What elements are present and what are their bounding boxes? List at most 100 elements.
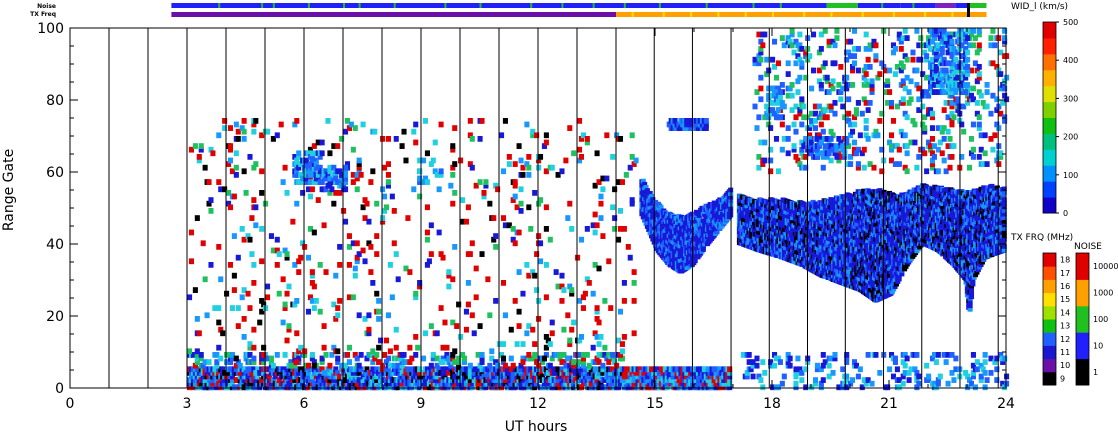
echo-cell <box>621 226 627 232</box>
echo-cell <box>793 370 799 376</box>
echo-cell <box>452 125 458 131</box>
echo-cell <box>475 352 481 358</box>
echo-cell <box>580 355 586 362</box>
echo-cell <box>305 362 312 369</box>
echo-cell <box>413 139 419 146</box>
echo-cell <box>227 157 234 164</box>
echo-cell <box>214 384 220 391</box>
echo-cell <box>471 366 477 373</box>
echo-cell <box>200 362 206 369</box>
echo-cell <box>889 100 895 106</box>
echo-cell <box>754 89 760 95</box>
echo-cell <box>208 208 214 214</box>
echo-cell <box>889 132 895 139</box>
echo-cell <box>941 31 947 38</box>
echo-cell <box>543 352 549 358</box>
echo-cell <box>380 218 386 225</box>
echo-cell <box>978 377 984 383</box>
echo-cell <box>337 190 343 196</box>
echo-cell <box>844 384 850 391</box>
echo-cell <box>352 265 358 272</box>
echo-cell <box>268 355 274 362</box>
echo-cell <box>916 373 922 380</box>
echo-cell <box>526 272 532 279</box>
echo-cell <box>762 31 768 38</box>
echo-cell <box>818 82 824 88</box>
echo-cell <box>374 373 380 380</box>
echo-band-cell <box>643 185 649 190</box>
echo-cell <box>812 110 819 117</box>
freq-strip-speck <box>951 12 954 17</box>
echo-cell <box>460 197 466 203</box>
echo-cell <box>953 89 959 95</box>
echo-cell <box>982 370 988 376</box>
echo-cell <box>387 384 393 391</box>
echo-cell <box>929 157 936 164</box>
echo-cell <box>963 89 969 95</box>
echo-cell <box>473 182 479 189</box>
echo-cell <box>965 71 971 77</box>
echo-cell <box>559 366 565 373</box>
echo-cell <box>229 380 235 387</box>
echo-cell <box>896 31 902 38</box>
echo-cell <box>255 377 261 383</box>
echo-cell <box>920 42 926 49</box>
echo-band-cell <box>673 215 679 221</box>
echo-cell <box>877 118 883 124</box>
echo-cell <box>467 118 473 124</box>
echo-cell <box>383 204 390 211</box>
echo-cell <box>844 136 850 142</box>
echo-cell <box>436 186 442 193</box>
echo-cell <box>516 229 522 236</box>
echo-cell <box>315 175 321 182</box>
echo-cell <box>376 384 382 391</box>
echo-cell <box>941 107 947 113</box>
echo-cell <box>937 373 943 380</box>
echo-cell <box>573 377 579 383</box>
echo-cell <box>863 64 869 70</box>
echo-cell <box>434 380 440 387</box>
echo-cell <box>916 42 922 49</box>
echo-cell <box>703 121 709 128</box>
echo-cell <box>399 362 405 369</box>
echo-cell <box>789 31 795 38</box>
echo-cell <box>949 352 955 358</box>
echo-cell <box>417 373 423 380</box>
echo-cell <box>491 215 497 221</box>
echo-cell <box>912 139 918 146</box>
echo-band-cell <box>658 205 664 210</box>
echo-cell <box>826 362 832 369</box>
echo-cell <box>855 373 861 380</box>
echo-cell <box>791 143 797 149</box>
echo-cell <box>239 226 245 232</box>
echo-cell <box>584 139 590 146</box>
echo-band-cell <box>787 250 793 256</box>
echo-cell <box>354 186 360 193</box>
echo-cell <box>926 92 932 99</box>
echo-cell <box>446 355 452 362</box>
echo-cell <box>968 92 975 99</box>
echo-cell <box>914 384 920 391</box>
echo-cell <box>894 64 900 70</box>
echo-cell <box>850 377 856 383</box>
echo-cell <box>307 146 313 153</box>
echo-cell <box>848 161 854 167</box>
echo-band-cell <box>685 239 691 245</box>
echo-cell <box>974 366 980 373</box>
echo-cell <box>366 330 372 337</box>
echo-cell <box>292 301 298 308</box>
echo-cell <box>785 35 791 41</box>
echo-band-cell <box>678 214 685 220</box>
echo-cell <box>461 370 468 376</box>
echo-cell <box>863 31 869 38</box>
echo-cell <box>811 67 817 74</box>
echo-cell <box>452 359 458 365</box>
echo-cell <box>265 128 271 135</box>
echo-cell <box>543 294 549 301</box>
echo-cell <box>617 136 624 142</box>
echo-cell <box>569 290 575 297</box>
echo-cell <box>820 64 826 70</box>
echo-band-cell <box>640 203 646 209</box>
freq-strip-segment <box>616 12 987 17</box>
